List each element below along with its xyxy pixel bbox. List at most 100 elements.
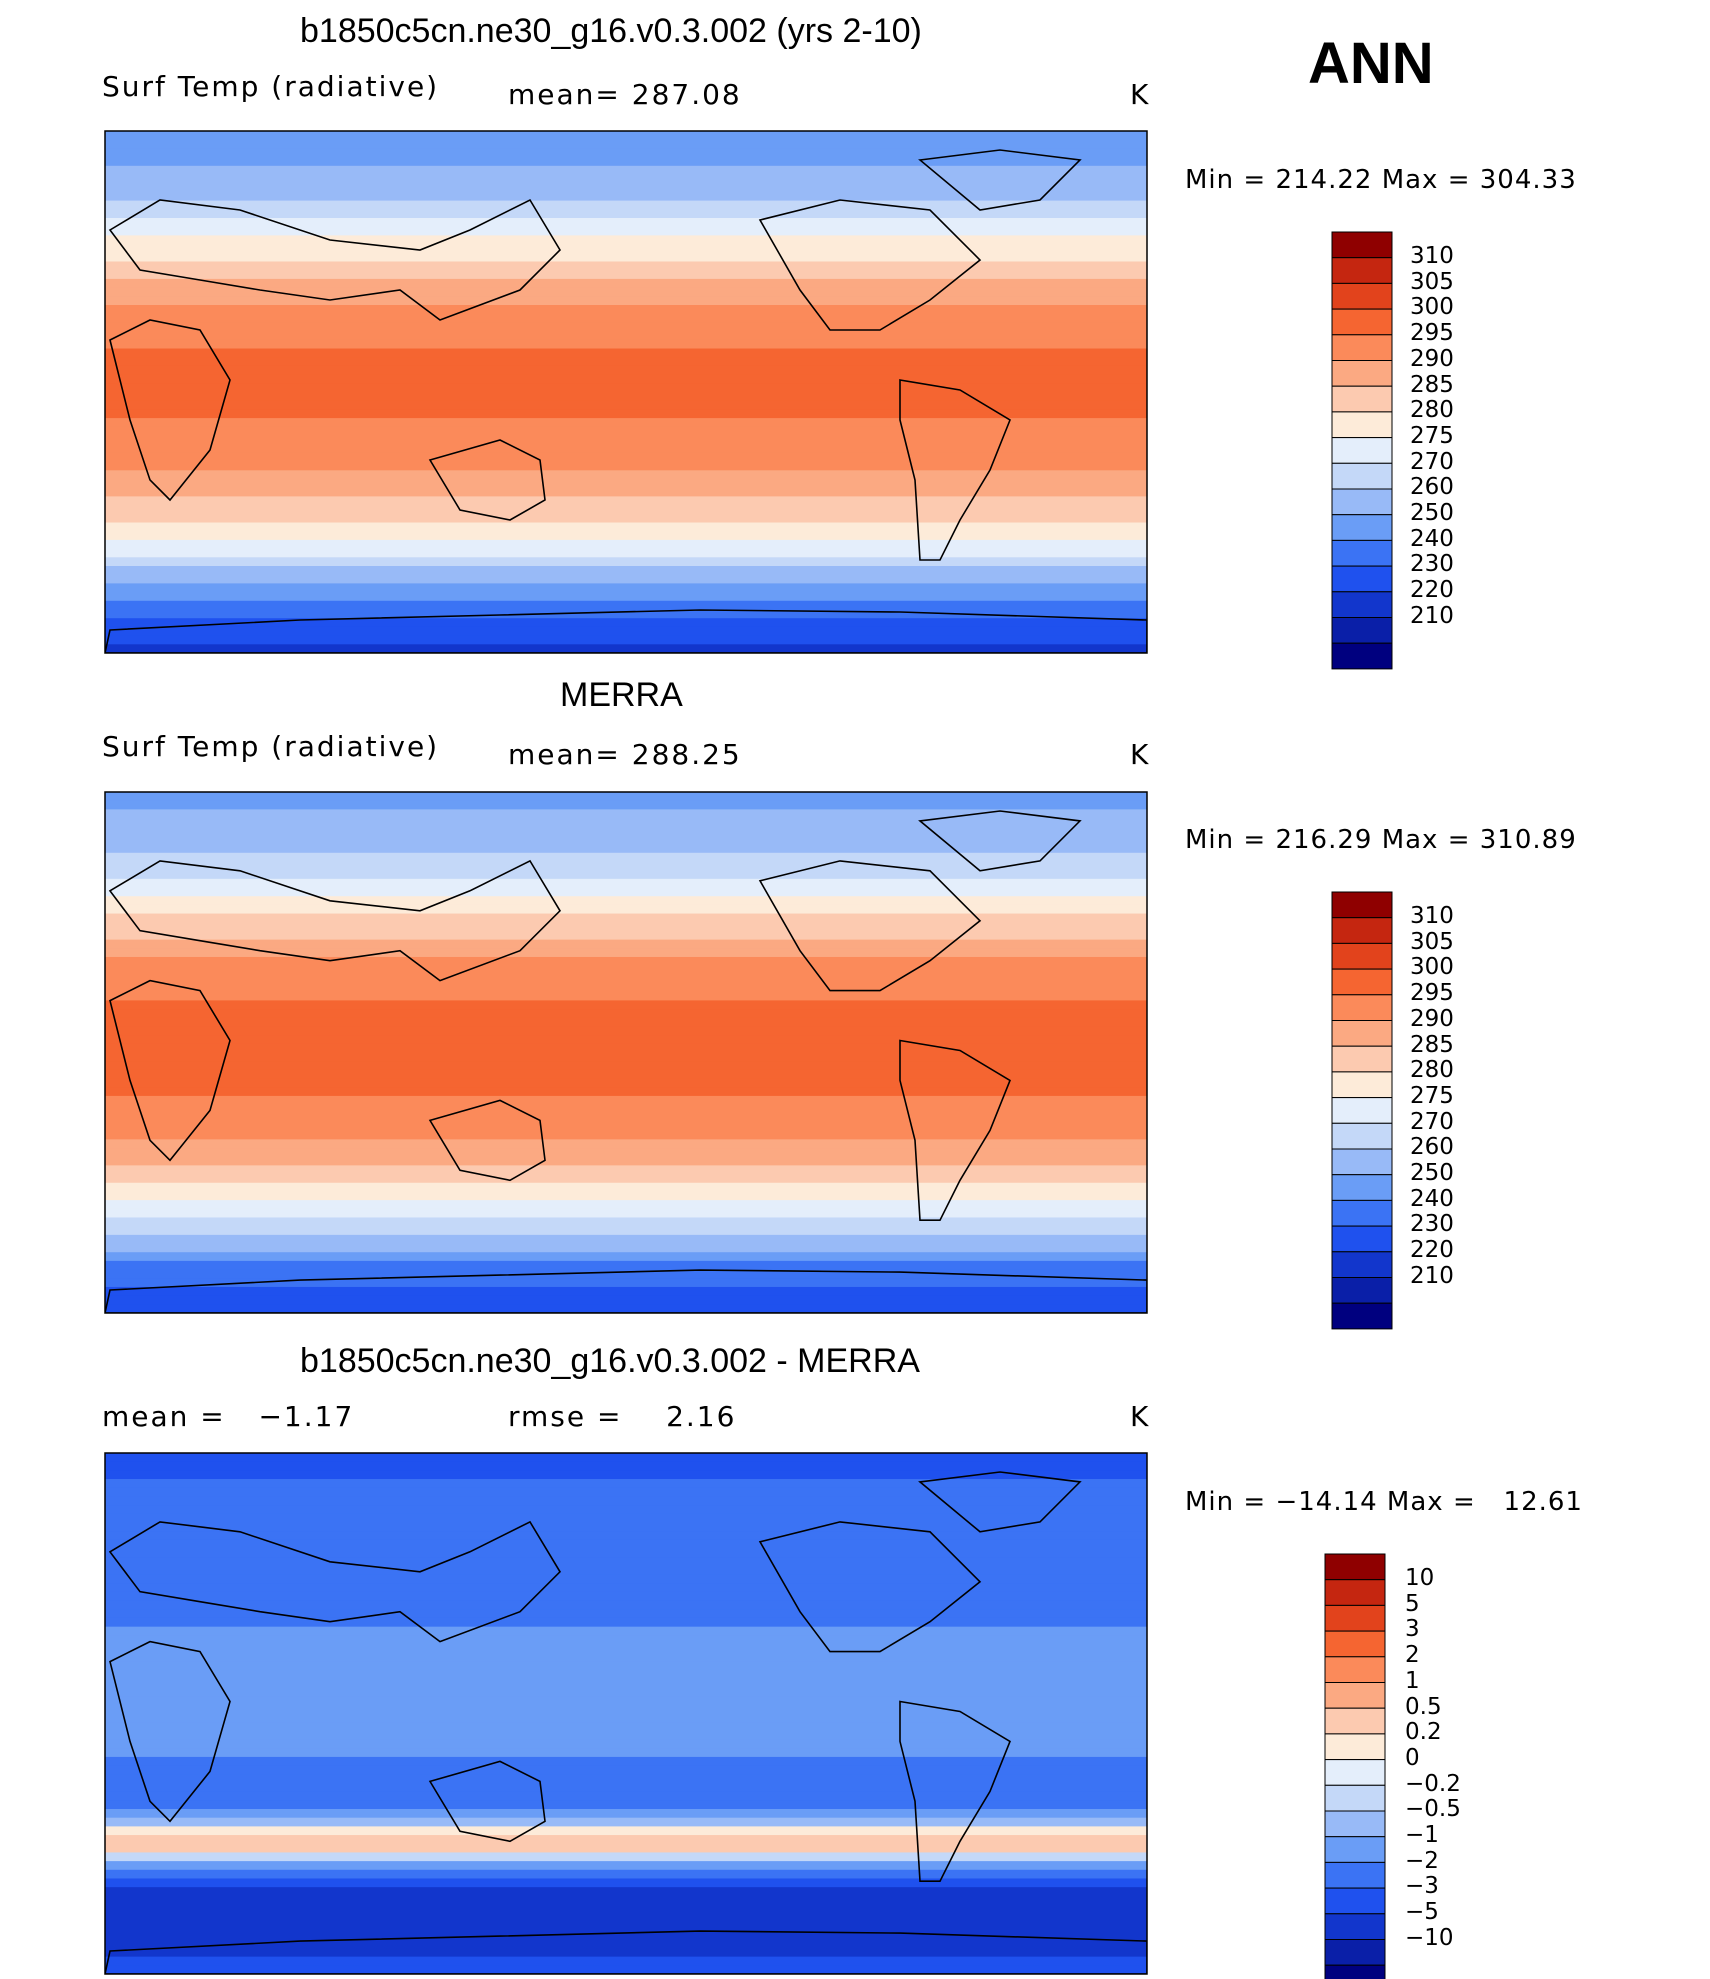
lat-band [105, 1035, 1147, 1045]
lat-band [105, 1295, 1147, 1305]
lat-band [105, 1956, 1147, 1966]
colorbar-box [1331, 1122, 1393, 1150]
season-label: ANN [1308, 31, 1434, 96]
lat-band [105, 165, 1147, 176]
coastline [109, 319, 231, 502]
panel2-map [105, 792, 1147, 1313]
colorbar-box [1324, 1887, 1386, 1915]
lat-band [105, 1208, 1147, 1219]
lat-band [105, 1087, 1147, 1097]
colorbar-box [1331, 539, 1393, 567]
colorbar-tick-label: 300 [1410, 954, 1454, 981]
lat-band [105, 809, 1147, 819]
lat-band [105, 930, 1147, 941]
colorbar-tick-label: 280 [1410, 1057, 1454, 1084]
lat-band [105, 174, 1147, 184]
colorbar-box [1324, 1913, 1386, 1941]
colorbar-box [1331, 565, 1393, 593]
lat-band [105, 1904, 1147, 1914]
lat-band [105, 1557, 1147, 1567]
lat-band [105, 409, 1147, 419]
lat-band [105, 235, 1147, 245]
colorbar-tick-label: 220 [1410, 1237, 1454, 1264]
lat-band [105, 1121, 1147, 1132]
lat-band [105, 1304, 1147, 1313]
coastline [109, 979, 231, 1162]
map-frame [104, 130, 1148, 654]
panel1-minmax: Min = 214.22 Max = 304.33 [1185, 165, 1577, 195]
colorbar-box [1331, 1020, 1393, 1047]
panel1-title: b1850c5cn.ne30_g16.v0.3.002 (yrs 2-10) [300, 12, 922, 50]
lat-band [105, 626, 1147, 637]
colorbar-tick-label: −10 [1405, 1924, 1454, 1951]
lat-band [105, 1817, 1147, 1827]
colorbar-box [1331, 1277, 1393, 1304]
colorbar-box [1331, 411, 1393, 439]
lat-band [105, 1252, 1147, 1262]
map-frame [104, 791, 1148, 1314]
colorbar-box [1324, 1784, 1386, 1812]
colorbar-tick-label: 1 [1405, 1667, 1420, 1694]
lat-band [105, 1852, 1147, 1862]
coastline [918, 149, 1082, 211]
panel1-left-label: Surf Temp (radiative) [102, 70, 440, 103]
lat-band [105, 600, 1147, 611]
lat-band [105, 505, 1147, 515]
lat-band [105, 1869, 1147, 1880]
panel3-mean-label: mean = −1.17 [102, 1400, 355, 1433]
colorbar-tick-label: 2 [1405, 1642, 1420, 1669]
colorbar-box [1331, 1225, 1393, 1253]
colorbar-box [1324, 1836, 1386, 1863]
colorbar-box [1324, 1656, 1386, 1684]
lat-band [105, 226, 1147, 236]
coastline [105, 1269, 1147, 1313]
lat-band [105, 374, 1147, 384]
lat-band [105, 1696, 1147, 1706]
colorbar-tick-label: 275 [1410, 422, 1454, 449]
colorbar-tick-label: 310 [1410, 903, 1454, 929]
lat-band [105, 852, 1147, 863]
coastline [105, 609, 1147, 653]
colorbar-tick-label: −5 [1405, 1899, 1439, 1926]
lat-band [105, 956, 1147, 967]
lat-band [105, 965, 1147, 975]
lat-band [105, 1574, 1147, 1584]
colorbar-box [1331, 385, 1393, 413]
lat-band [105, 835, 1147, 845]
lat-band [105, 1505, 1147, 1515]
lat-band [105, 1191, 1147, 1201]
lat-band [105, 1487, 1147, 1498]
lat-band [105, 1678, 1147, 1689]
lat-band [105, 1713, 1147, 1723]
colorbar-box [1331, 488, 1393, 516]
lat-band [105, 1739, 1147, 1749]
lat-band [105, 1052, 1147, 1062]
lat-band [105, 1513, 1147, 1524]
lat-band [105, 635, 1147, 645]
colorbar-box [1331, 1251, 1393, 1279]
colorbar-box [1331, 1045, 1393, 1073]
colorbar-box [1324, 1579, 1386, 1606]
colorbar-box [1324, 1964, 1386, 1979]
lat-band [105, 1782, 1147, 1793]
lat-band [105, 261, 1147, 271]
lat-band [105, 157, 1147, 167]
lat-band [105, 470, 1147, 480]
colorbar-tick-label: 290 [1410, 1005, 1454, 1032]
colorbar-tick-label: 260 [1410, 1134, 1454, 1161]
colorbar-box [1331, 617, 1393, 644]
colorbar-box [1324, 1939, 1386, 1966]
lat-band [105, 939, 1147, 949]
lat-band [105, 357, 1147, 367]
lat-band [105, 1722, 1147, 1732]
lat-band [105, 1591, 1147, 1602]
lat-band [105, 1017, 1147, 1028]
colorbar-tick-label: 305 [1410, 268, 1454, 295]
lat-band [105, 904, 1147, 915]
lat-band [105, 348, 1147, 358]
lat-band [105, 1539, 1147, 1550]
colorbar-box [1331, 642, 1393, 670]
colorbar-tick-label: 250 [1410, 500, 1454, 527]
colorbar-box [1324, 1604, 1386, 1632]
